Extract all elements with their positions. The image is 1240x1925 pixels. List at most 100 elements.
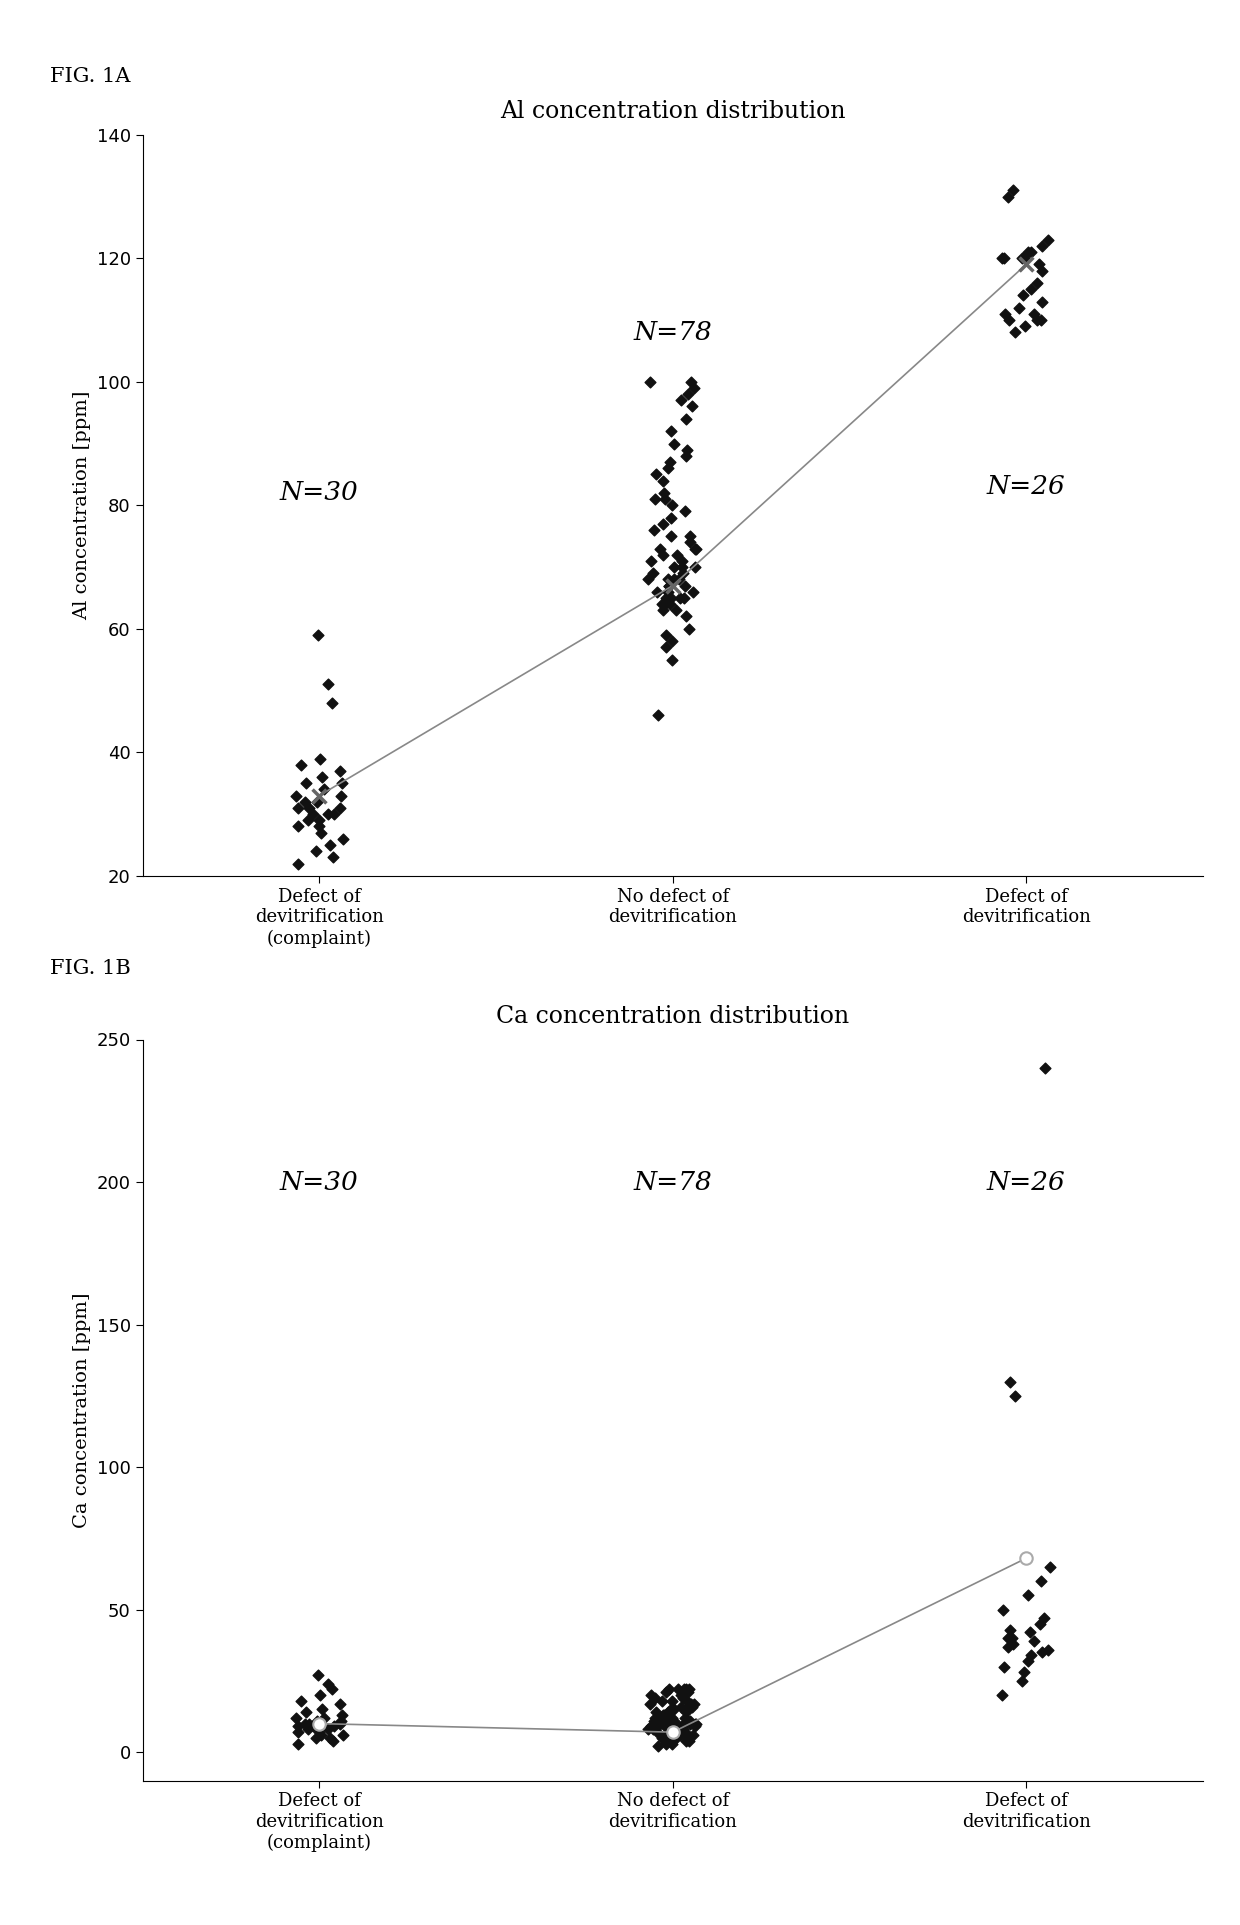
Point <box>998 304 1018 335</box>
Point <box>998 181 1018 212</box>
Point <box>660 1675 680 1706</box>
Point <box>661 583 681 614</box>
Point <box>653 477 673 508</box>
Point <box>655 1700 675 1731</box>
Point <box>640 1688 660 1719</box>
Point <box>319 799 339 830</box>
Point <box>649 1731 668 1761</box>
Point <box>660 570 680 601</box>
Point <box>656 1723 676 1754</box>
Point <box>1032 256 1052 287</box>
Point <box>663 564 683 595</box>
Point <box>680 614 699 645</box>
Point <box>680 1706 699 1736</box>
Point <box>1035 1053 1055 1084</box>
Point <box>298 1713 317 1744</box>
Point <box>330 793 350 824</box>
Point <box>1016 1544 1035 1575</box>
Point <box>645 1702 665 1732</box>
Point <box>682 1692 702 1723</box>
Point <box>288 810 308 841</box>
Point <box>642 1713 662 1744</box>
Point <box>686 552 706 583</box>
Point <box>309 805 329 835</box>
Point <box>670 564 689 595</box>
Point <box>672 552 692 583</box>
Point <box>684 533 704 564</box>
Point <box>331 780 351 810</box>
Text: FIG. 1B: FIG. 1B <box>50 959 130 978</box>
Point <box>675 497 694 527</box>
Point <box>311 1694 331 1725</box>
Text: N=26: N=26 <box>987 1170 1065 1195</box>
Point <box>686 533 706 564</box>
Point <box>325 1711 345 1742</box>
Point <box>308 1706 327 1736</box>
Point <box>672 545 692 576</box>
Point <box>658 1717 678 1748</box>
Point <box>650 533 670 564</box>
Point <box>641 545 661 576</box>
Point <box>1019 1617 1039 1648</box>
Point <box>661 1723 681 1754</box>
Point <box>1014 1657 1034 1688</box>
Point <box>992 243 1012 273</box>
Point <box>330 1707 350 1738</box>
Point <box>288 793 308 824</box>
Point <box>675 1702 694 1732</box>
Point <box>656 631 676 662</box>
Point <box>1018 1646 1038 1677</box>
Point <box>662 1702 682 1732</box>
Point <box>663 1713 683 1744</box>
Point <box>649 701 668 732</box>
Point <box>994 298 1014 329</box>
Point <box>653 1700 673 1731</box>
Point <box>310 810 330 841</box>
Point <box>646 458 666 489</box>
Point <box>671 1719 691 1750</box>
Point <box>676 1675 696 1706</box>
Point <box>680 1707 699 1738</box>
Point <box>667 539 687 570</box>
Point <box>1014 243 1034 273</box>
Point <box>680 522 699 552</box>
Point <box>1039 1552 1059 1582</box>
Point <box>675 1717 694 1748</box>
Point <box>661 589 681 620</box>
Y-axis label: Ca concentration [ppm]: Ca concentration [ppm] <box>73 1292 91 1528</box>
Point <box>656 1729 676 1759</box>
Point <box>295 785 315 816</box>
Point <box>1024 1625 1044 1656</box>
Point <box>671 583 691 614</box>
Point <box>321 687 341 718</box>
Text: N=78: N=78 <box>634 320 712 345</box>
Point <box>289 849 309 880</box>
Point <box>673 1713 693 1744</box>
Point <box>658 1713 678 1744</box>
Point <box>676 441 696 472</box>
Point <box>653 595 673 626</box>
Point <box>309 780 329 810</box>
Title: Ca concentration distribution: Ca concentration distribution <box>496 1005 849 1028</box>
Point <box>1024 298 1044 329</box>
Point <box>304 1711 324 1742</box>
Point <box>680 1725 699 1756</box>
Point <box>676 1725 696 1756</box>
Point <box>683 1719 703 1750</box>
Point <box>661 1706 681 1736</box>
Point <box>331 1706 351 1736</box>
Point <box>310 1681 330 1711</box>
Point <box>315 774 335 805</box>
Point <box>1027 304 1047 335</box>
Point <box>662 1686 682 1717</box>
Point <box>1018 1580 1038 1611</box>
Text: N=30: N=30 <box>280 481 358 506</box>
Point <box>309 1713 329 1744</box>
Point <box>653 1723 673 1754</box>
Point <box>671 385 691 416</box>
Point <box>1034 1604 1054 1634</box>
Point <box>661 1702 681 1732</box>
Point <box>647 1717 667 1748</box>
Point <box>320 830 340 860</box>
Point <box>663 1717 683 1748</box>
